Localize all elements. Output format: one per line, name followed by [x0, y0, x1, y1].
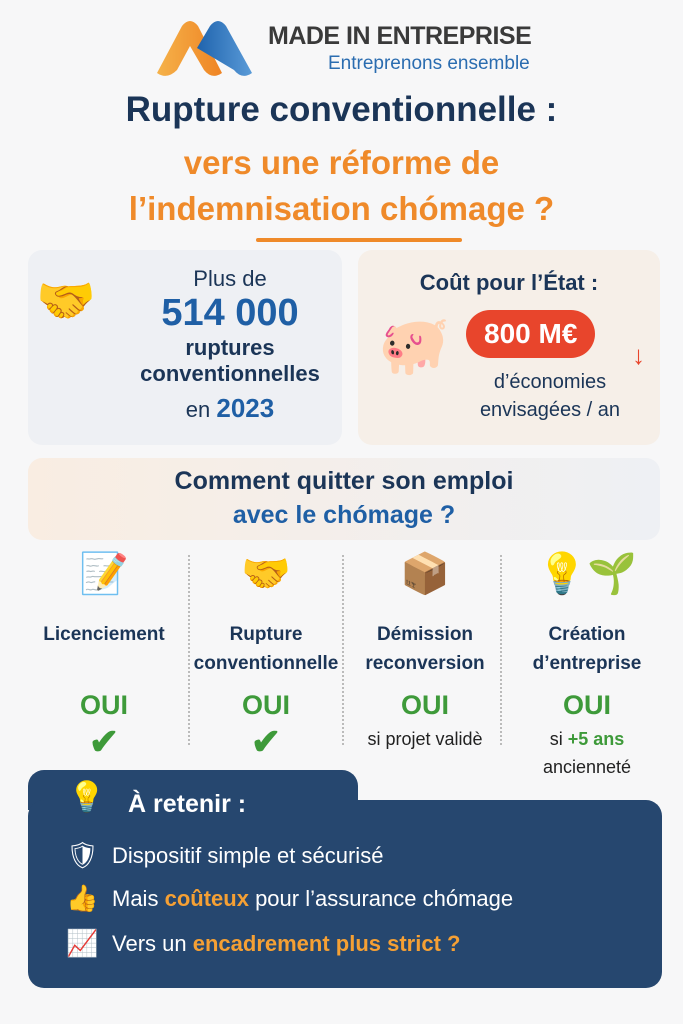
shield-icon: 🛡 — [66, 840, 100, 870]
document-pen-icon: 📝 — [79, 552, 129, 596]
title-line3: l’indemnisation chómage ? — [128, 190, 555, 227]
piggy-bank-icon: 🐖 — [378, 313, 451, 378]
person-box-arrow-icon: 📦 — [400, 552, 450, 596]
section-line1: Comment quitter son emploi — [174, 467, 514, 495]
option-answer: OUI — [241, 690, 290, 720]
lightbulb-plant-icon: 💡🌱 — [537, 552, 637, 596]
retenir-item-text: Dispositif simple et sécurisé — [112, 842, 384, 868]
retenir-item-highlight: coûteux — [164, 885, 249, 911]
option-creation: 💡🌱 Création d’entreprise OUI si +5 ans an… — [507, 550, 667, 781]
title-line2: vers une réforme de — [183, 144, 500, 181]
lightbulb-icon: 💡 — [68, 781, 106, 814]
brand-text: MADE IN ENTREPRISE Entreprenons ensemble — [268, 22, 532, 75]
retenir-item-text2: pour l’assurance chómage — [255, 885, 514, 911]
arrow-down-icon: ↓ — [632, 340, 645, 370]
option-label: Rupture — [229, 624, 303, 645]
chart-up-icon: 📈 — [66, 928, 99, 958]
stat-card — [28, 250, 342, 445]
option-note-highlight: +5 ans — [567, 729, 625, 749]
retenir-item-highlight: encadrement plus strict ? — [192, 930, 461, 956]
stat-value: 514 000 — [161, 292, 299, 334]
option-demission: 📦 Démission reconversion OUI si projet va… — [345, 550, 505, 753]
cost-line2: envisagées / an — [479, 399, 621, 421]
option-label2: reconversion — [365, 653, 485, 674]
retenir-item-text: Mais — [112, 885, 159, 911]
title-orange: vers une réforme de l’indemnisation chóm… — [0, 140, 683, 232]
check-icon: ✔ — [88, 721, 120, 762]
retenir-item: 👍 Mais coûteux pour l’assurance chómage — [66, 883, 513, 914]
section-header — [28, 458, 660, 540]
stat-year-prefix: en — [185, 397, 211, 422]
retenir-item: 🛡 Dispositif simple et sécurisé — [66, 840, 383, 871]
brand-tagline: Entreprenons ensemble — [328, 53, 530, 74]
divider — [500, 555, 502, 745]
option-answer: OUI — [400, 690, 449, 720]
option-note: si projet validè — [367, 729, 483, 749]
cost-line1: d’économies — [493, 371, 607, 393]
option-answer: OUI — [79, 690, 128, 720]
option-label2: conventionnelle — [193, 653, 339, 674]
option-label: Démission — [376, 624, 474, 645]
cost-amount: 800 M€ — [466, 310, 596, 358]
title-divider — [256, 238, 462, 242]
handshake-icon: 🤝 — [36, 275, 96, 328]
stat-year: 2023 — [216, 393, 275, 423]
check-icon: ✔ — [250, 721, 282, 762]
section-title: Comment quitter son emploi avec le chóma… — [28, 464, 660, 532]
option-label: Licenciement — [43, 624, 165, 645]
stat-text: Plus de 514 000 ruptures conventionnelle… — [120, 266, 340, 424]
brand-logo — [157, 21, 252, 76]
retenir-panel — [28, 800, 662, 988]
stat-line2: conventionnelles — [140, 361, 320, 386]
retenir-item: 📈 Vers un encadrement plus strict ? — [66, 928, 460, 959]
thumbs-up-icon: 👍 — [66, 883, 99, 913]
option-label: Création — [548, 624, 626, 645]
retenir-item-text: Vers un — [112, 930, 187, 956]
stat-line1: ruptures — [185, 335, 275, 360]
divider — [342, 555, 344, 745]
retenir-title: À retenir : — [128, 790, 247, 818]
cost-desc: d’économies envisagées / an — [460, 368, 640, 424]
divider — [188, 555, 190, 745]
option-answer: OUI — [562, 690, 611, 720]
cost-title: Coût pour l’État : — [419, 270, 599, 295]
title-line1: Rupture conventionnelle : — [125, 90, 558, 129]
option-licenciement: 📝 Licenciement OUI ✔ — [24, 550, 184, 763]
brand-name: MADE IN ENTREPRISE — [268, 22, 532, 50]
option-note2: ancienneté — [542, 757, 632, 777]
section-line2: avec le chómage ? — [232, 501, 456, 529]
option-label2: d’entreprise — [532, 653, 642, 674]
option-note: si — [549, 729, 563, 749]
stat-prefix: Plus de — [193, 266, 267, 291]
handshake-icon: 🤝 — [241, 552, 291, 596]
option-rupture: 🤝 Rupture conventionnelle OUI ✔ — [186, 550, 346, 763]
